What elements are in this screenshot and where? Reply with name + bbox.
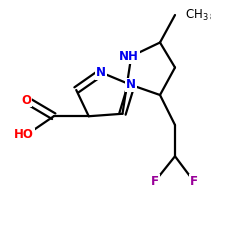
Text: F: F: [151, 175, 159, 188]
Text: HO: HO: [14, 128, 34, 141]
Text: F: F: [190, 175, 198, 188]
Text: CH$_3$: CH$_3$: [188, 8, 211, 22]
Text: O: O: [21, 94, 31, 106]
Text: CH$_3$: CH$_3$: [185, 8, 209, 22]
Text: N: N: [126, 78, 136, 92]
Text: N: N: [96, 66, 106, 79]
Text: NH: NH: [119, 50, 139, 63]
